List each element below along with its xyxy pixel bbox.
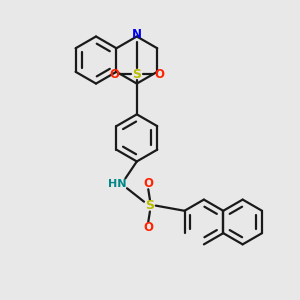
Text: S: S [132, 68, 141, 81]
Text: O: O [154, 68, 164, 81]
Text: HN: HN [108, 179, 126, 189]
Text: O: O [143, 221, 153, 234]
Text: S: S [146, 199, 154, 212]
Text: O: O [110, 68, 120, 81]
Text: N: N [132, 28, 142, 41]
Text: O: O [143, 177, 153, 190]
